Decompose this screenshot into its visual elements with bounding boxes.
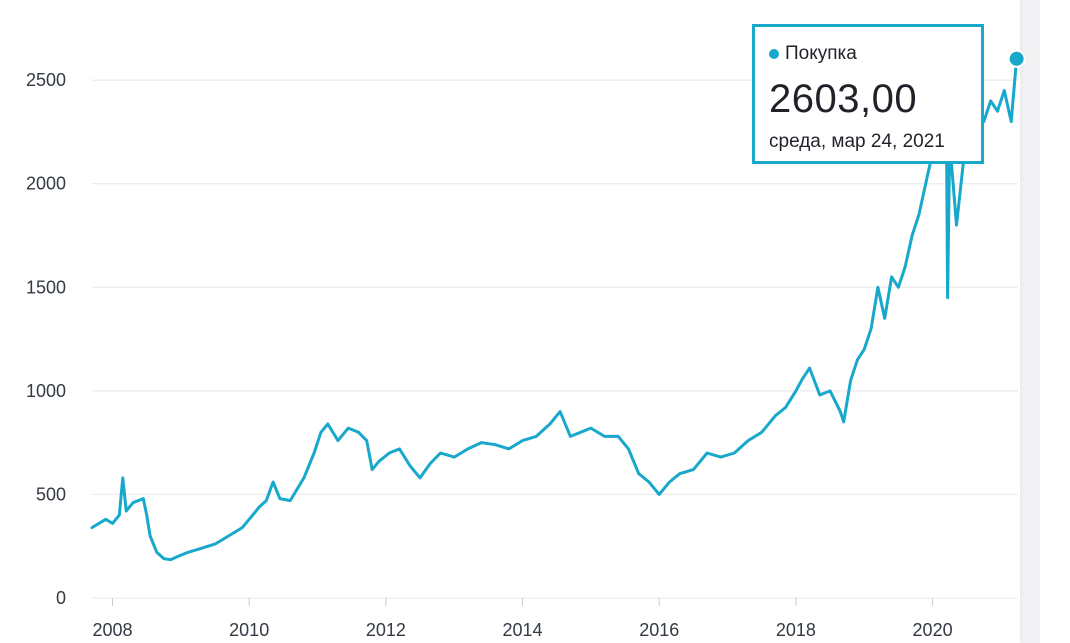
x-axis: 2008 2010 2012 2014 2016 2018 2020 bbox=[92, 598, 953, 640]
x-tick-label: 2010 bbox=[229, 620, 269, 640]
x-tick-label: 2016 bbox=[639, 620, 679, 640]
x-tick-label: 2020 bbox=[913, 620, 953, 640]
y-axis: 0 500 1000 1500 2000 2500 bbox=[26, 70, 66, 608]
series-line-0[interactable] bbox=[90, 57, 1019, 562]
tooltip-value: 2603,00 bbox=[769, 77, 918, 121]
x-tick-label: 2018 bbox=[776, 620, 816, 640]
y-tick-label: 2000 bbox=[26, 174, 66, 194]
x-tick-label: 2012 bbox=[366, 620, 406, 640]
x-tick-label: 2014 bbox=[503, 620, 543, 640]
side-panel bbox=[1040, 0, 1070, 643]
y-tick-label: 500 bbox=[36, 484, 66, 504]
series-layer bbox=[90, 57, 1019, 562]
tooltip: Покупка 2603,00 среда, мар 24, 2021 bbox=[752, 24, 984, 164]
y-tick-label: 0 bbox=[56, 588, 66, 608]
series-dot-icon bbox=[769, 49, 779, 59]
marker-layer bbox=[1007, 49, 1026, 68]
tooltip-series: Покупка bbox=[769, 41, 967, 67]
y-tick-label: 1500 bbox=[26, 277, 66, 297]
hover-point-marker[interactable] bbox=[1007, 49, 1026, 68]
tooltip-series-name: Покупка bbox=[785, 43, 857, 64]
tooltip-date: среда, мар 24, 2021 bbox=[769, 131, 945, 152]
y-tick-label: 2500 bbox=[26, 70, 66, 90]
y-tick-label: 1000 bbox=[26, 381, 66, 401]
x-tick-label: 2008 bbox=[92, 620, 132, 640]
